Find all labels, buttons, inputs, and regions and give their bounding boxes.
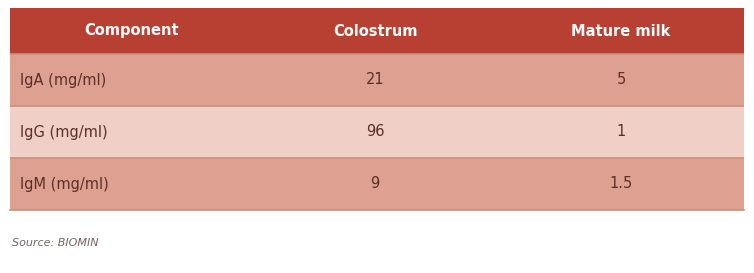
Text: Colostrum: Colostrum xyxy=(333,23,418,38)
Text: Component: Component xyxy=(84,23,179,38)
Text: IgA (mg/ml): IgA (mg/ml) xyxy=(20,73,106,88)
Text: Mature milk: Mature milk xyxy=(572,23,671,38)
Text: IgM (mg/ml): IgM (mg/ml) xyxy=(20,177,109,191)
Bar xyxy=(10,8,744,54)
Text: 21: 21 xyxy=(366,73,385,88)
Bar xyxy=(10,158,744,210)
Text: Source: BIOMIN: Source: BIOMIN xyxy=(12,238,99,248)
Text: IgG (mg/ml): IgG (mg/ml) xyxy=(20,124,108,140)
Text: 5: 5 xyxy=(617,73,626,88)
Text: 1: 1 xyxy=(617,124,626,140)
Text: 1.5: 1.5 xyxy=(609,177,633,191)
Bar xyxy=(10,54,744,106)
Bar xyxy=(10,106,744,158)
Text: 9: 9 xyxy=(370,177,380,191)
Text: 96: 96 xyxy=(366,124,385,140)
